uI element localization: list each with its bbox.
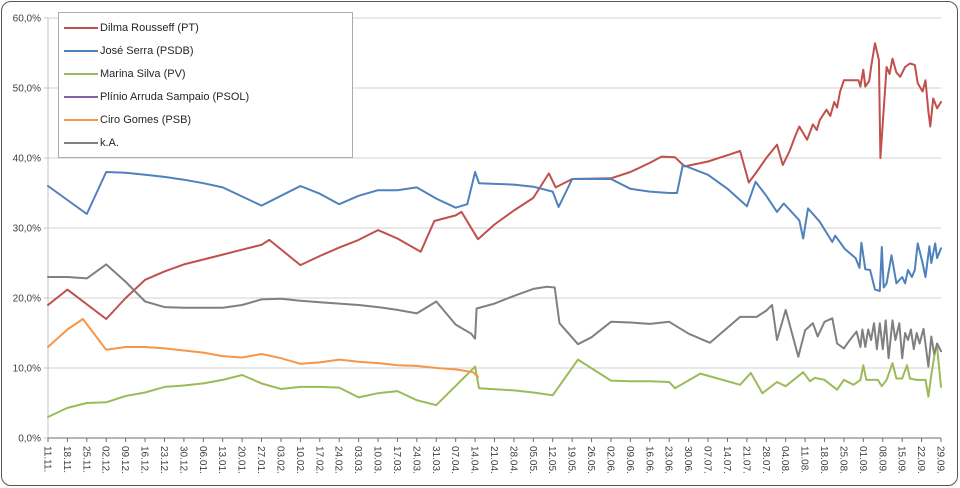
y-axis-tick-label: 10,0%	[13, 364, 41, 375]
legend-color-swatch	[64, 95, 98, 98]
legend-item-plinio-arruda-sampaio-psol: Plínio Arruda Sampaio (PSOL)	[64, 87, 352, 107]
legend-item-label: José Serra (PSDB)	[100, 44, 194, 57]
x-axis-tick-label: 03.02.	[274, 446, 285, 474]
x-axis-tick-label: 14.07.	[721, 446, 732, 474]
y-axis-tick-label: 20,0%	[13, 294, 41, 305]
legend-color-swatch	[64, 72, 98, 75]
x-axis-tick-label: 19.05.	[566, 446, 577, 474]
x-axis-tick-label: 12.05.	[546, 446, 557, 474]
legend-item-k-a: k.A.	[64, 133, 352, 153]
legend-item-label: Plínio Arruda Sampaio (PSOL)	[100, 90, 250, 103]
x-axis-tick-label: 29.09.	[935, 446, 946, 474]
x-axis-tick-label: 06.01.	[197, 446, 208, 474]
series-line-marina-silva-pv	[47, 346, 942, 418]
x-axis-tick-label: 20.01.	[236, 446, 247, 474]
x-axis-tick-label: 07.04.	[449, 446, 460, 474]
x-axis-tick-label: 30.12.	[177, 446, 188, 474]
x-axis-tick-label: 27.01.	[255, 446, 266, 474]
legend-item-marina-silva-pv: Marina Silva (PV)	[64, 64, 352, 84]
x-axis-labels: 11.11. 18.11. 25.11. 02.12. 09.12. 16.12. 23.1…	[42, 438, 946, 474]
x-axis-tick-label: 28.04.	[507, 446, 518, 474]
x-axis-tick-label: 16.06.	[643, 446, 654, 474]
legend-color-swatch	[64, 26, 98, 29]
legend: Dilma Rousseff (PT) José Serra (PSDB) Mari…	[58, 12, 353, 158]
series-line-jose-serra-psdb	[47, 164, 942, 292]
x-axis-tick-label: 10.02.	[294, 446, 305, 474]
legend-color-swatch	[64, 141, 98, 144]
x-axis-tick-label: 01.09.	[857, 446, 868, 474]
x-axis-tick-label: 11.11.	[42, 446, 53, 472]
x-axis-tick-label: 21.07.	[740, 446, 751, 474]
x-axis-tick-label: 11.08.	[799, 446, 810, 473]
x-axis-tick-label: 09.06.	[624, 446, 635, 474]
x-axis-tick-label: 31.03.	[430, 446, 441, 474]
series-line-k-a	[47, 263, 942, 368]
legend-item-label: Dilma Rousseff (PT)	[100, 21, 199, 34]
x-axis-tick-label: 17.03.	[391, 446, 402, 474]
x-axis-tick-label: 03.03.	[352, 446, 363, 474]
y-axis-tick-label: 0,0%	[18, 434, 41, 445]
series-line-ciro-gomes-psb	[47, 318, 479, 379]
x-axis-tick-label: 22.09.	[915, 446, 926, 474]
x-axis-tick-label: 18.11.	[61, 446, 72, 473]
legend-item-ciro-gomes-psb: Ciro Gomes (PSB)	[64, 110, 352, 130]
x-axis-tick-label: 21.04.	[488, 446, 499, 474]
legend-color-swatch	[64, 118, 98, 121]
x-axis-tick-label: 14.04.	[469, 446, 480, 474]
x-axis-tick-label: 02.06.	[604, 446, 615, 474]
x-axis-tick-label: 04.08.	[779, 446, 790, 474]
x-axis-tick-label: 24.03.	[410, 446, 421, 474]
y-axis-tick-label: 30,0%	[13, 224, 41, 235]
legend-item-label: k.A.	[100, 136, 119, 149]
x-axis-tick-label: 17.02.	[313, 446, 324, 474]
y-axis-tick-label: 60,0%	[13, 14, 41, 25]
x-axis-tick-label: 15.09.	[896, 446, 907, 474]
legend-item-dilma-rousseff-pt: Dilma Rousseff (PT)	[64, 18, 352, 38]
x-axis-tick-label: 23.12.	[158, 446, 169, 474]
x-axis-tick-label: 18.08.	[818, 446, 829, 474]
series-line-dilma-rousseff-pt	[47, 42, 942, 320]
x-axis-tick-label: 30.06.	[682, 446, 693, 474]
y-axis-tick-label: 50,0%	[13, 84, 41, 95]
y-axis-tick-label: 40,0%	[13, 154, 41, 165]
x-axis-tick-label: 26.05.	[585, 446, 596, 474]
x-axis-tick-label: 16.12.	[139, 446, 150, 474]
x-axis-tick-label: 13.01.	[216, 446, 227, 474]
x-axis-tick-label: 09.12.	[119, 446, 130, 474]
x-axis-tick-label: 05.05.	[527, 446, 538, 474]
legend-item-jose-serra-psdb: José Serra (PSDB)	[64, 41, 352, 61]
x-axis-tick-label: 08.09.	[876, 446, 887, 474]
legend-item-label: Marina Silva (PV)	[100, 67, 186, 80]
legend-color-swatch	[64, 49, 98, 52]
x-axis-tick-label: 24.02.	[333, 446, 344, 474]
series-lines	[47, 42, 942, 418]
x-axis-tick-label: 23.06.	[663, 446, 674, 474]
x-axis-tick-label: 25.11.	[80, 446, 91, 473]
x-axis-tick-label: 10.03.	[372, 446, 383, 474]
x-axis-tick-label: 07.07.	[702, 446, 713, 474]
x-axis-tick-label: 28.07.	[760, 446, 771, 474]
x-axis-tick-label: 02.12.	[100, 446, 111, 474]
legend-item-label: Ciro Gomes (PSB)	[100, 113, 192, 126]
x-axis-tick-label: 25.08.	[837, 446, 848, 474]
